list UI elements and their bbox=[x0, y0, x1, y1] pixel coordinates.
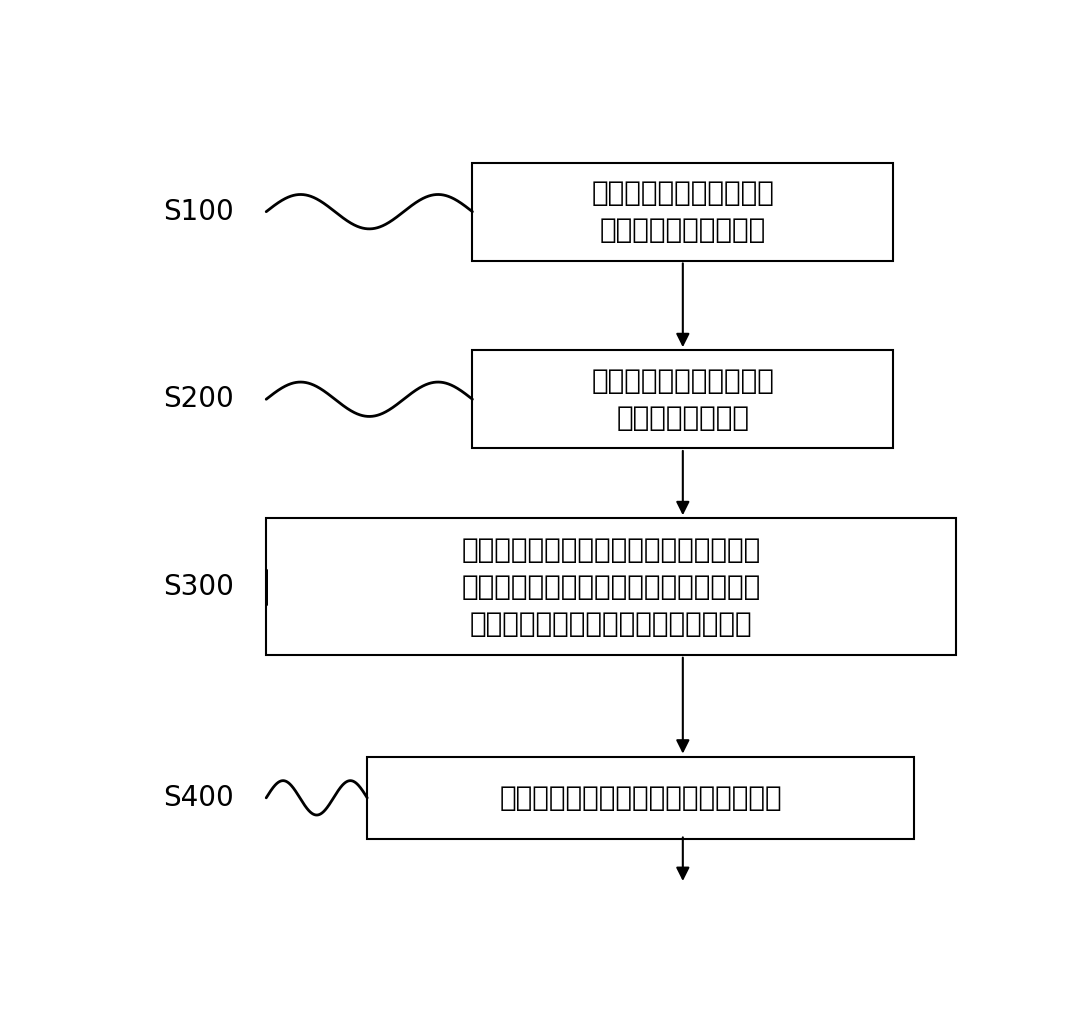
Text: S300: S300 bbox=[163, 572, 235, 601]
Text: 在各吻切平面对应的基准流场内分别求解
得到多个前缘点和后缘点，将前缘点连成
前缘线，将后缘点连成下表面出口型线: 在各吻切平面对应的基准流场内分别求解 得到多个前缘点和后缘点，将前缘点连成 前缘… bbox=[462, 536, 761, 637]
Bar bbox=[266, 519, 957, 656]
Bar bbox=[472, 350, 893, 448]
Text: 得到变激波角吻切流场乘波体气动构型: 得到变激波角吻切流场乘波体气动构型 bbox=[500, 784, 782, 812]
Bar bbox=[367, 757, 914, 838]
Text: 求解每个离散点对应的吻
切平面及基准流场: 求解每个离散点对应的吻 切平面及基准流场 bbox=[592, 366, 774, 431]
Text: S400: S400 bbox=[164, 784, 235, 812]
Text: 确定基本型线，并将激波
出口型线离散成若干点: 确定基本型线，并将激波 出口型线离散成若干点 bbox=[592, 180, 774, 244]
Text: S200: S200 bbox=[164, 386, 235, 413]
Bar bbox=[472, 162, 893, 261]
Text: S100: S100 bbox=[164, 198, 235, 225]
